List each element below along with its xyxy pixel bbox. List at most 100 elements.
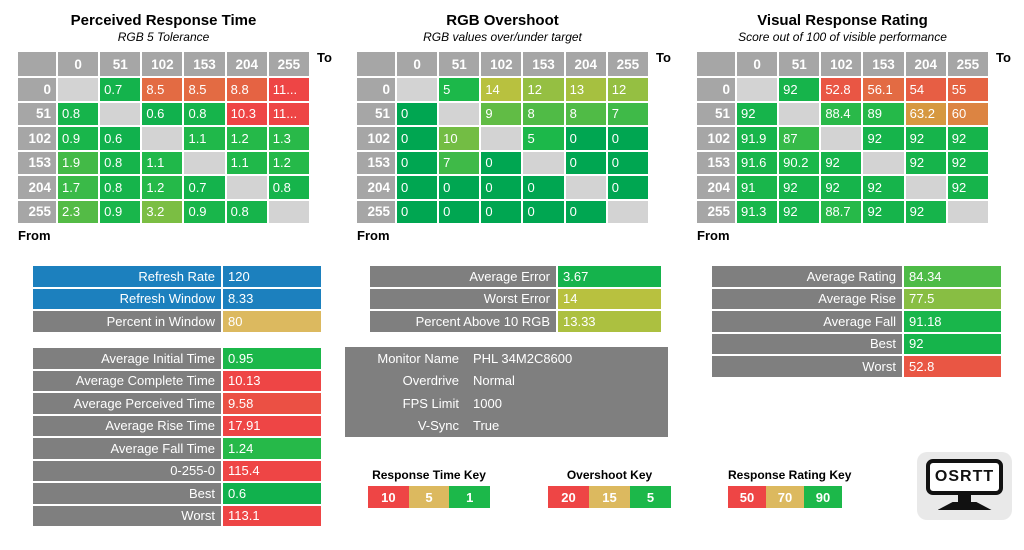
row-header: 204 bbox=[357, 176, 395, 199]
stat-row: Percent in Window 80 bbox=[33, 311, 321, 332]
heatmap-row: 51 0 9 8 8 7 bbox=[357, 102, 648, 125]
stat-row: Worst 52.8 bbox=[712, 356, 1001, 377]
monitor-info-panel: Monitor Name PHL 34M2C8600 Overdrive Normal… bbox=[345, 347, 668, 437]
key-swatch: 1 bbox=[449, 486, 491, 508]
stat-value: 92 bbox=[904, 333, 1001, 354]
stat-row: Average Rise 77.5 bbox=[712, 288, 1001, 309]
col-header: 153 bbox=[184, 52, 225, 76]
row-header: 153 bbox=[697, 151, 735, 174]
heatmap-cell: 92 bbox=[821, 151, 862, 174]
stat-label: Worst bbox=[33, 505, 221, 526]
overshoot-key: Overshoot Key 20 15 5 bbox=[548, 468, 671, 508]
heatmap-cell: 0.8 bbox=[268, 176, 309, 199]
stat-label: Best bbox=[33, 483, 221, 504]
heatmap-cell: 0.7 bbox=[184, 176, 225, 199]
stat-value: Normal bbox=[465, 369, 668, 392]
stat-row: V-Sync True bbox=[345, 414, 668, 437]
heatmap-cell: 60 bbox=[947, 102, 988, 125]
col-header: 51 bbox=[100, 52, 141, 76]
heatmap-cell: 92 bbox=[905, 127, 946, 150]
heatmap-cell: 0 bbox=[607, 127, 648, 150]
stat-label: Best bbox=[712, 333, 902, 354]
heatmap-cell: 8.5 bbox=[142, 78, 183, 101]
heatmap-cell: 7 bbox=[607, 102, 648, 125]
osrtt-logo-text: OSRTT bbox=[926, 459, 1003, 495]
heatmap-cell: 89 bbox=[863, 102, 904, 125]
heatmap-visual-response-rating: Visual Response Rating Score out of 100 … bbox=[695, 12, 1024, 243]
stat-label: V-Sync bbox=[345, 414, 465, 437]
heatmap-cell: 0 bbox=[565, 127, 606, 150]
heatmap-cell: 0 bbox=[565, 151, 606, 174]
heatmap-cell: 1.3 bbox=[268, 127, 309, 150]
heatmap-table-wrap: 0 51 102 153 204 255 0 92 52.8 56.1 54 55 51 92 88.4 89… bbox=[695, 50, 1024, 225]
from-axis-label: From bbox=[697, 228, 730, 243]
heatmap-table: 0 51 102 153 204 255 0 5 14 12 13 12 51 0 9 8 8 7 102 0 10 5 0… bbox=[355, 50, 650, 225]
heatmap-cell: 5 bbox=[439, 78, 480, 101]
stat-value: 13.33 bbox=[558, 311, 661, 332]
stat-row: Monitor Name PHL 34M2C8600 bbox=[345, 347, 668, 370]
row-header: 204 bbox=[697, 176, 735, 199]
heatmap-subtitle: Score out of 100 of visible performance bbox=[738, 30, 947, 44]
heatmap-cell: 0 bbox=[439, 176, 480, 199]
col-header: 0 bbox=[737, 52, 778, 76]
row-header: 204 bbox=[18, 176, 56, 199]
stat-label: Overdrive bbox=[345, 369, 465, 392]
heatmap-cell: 92 bbox=[947, 151, 988, 174]
heatmap-cell: 0 bbox=[523, 200, 564, 223]
key-title: Response Time Key bbox=[372, 468, 486, 482]
heatmap-cell: 0.8 bbox=[226, 200, 267, 223]
stat-value: 52.8 bbox=[904, 356, 1001, 377]
stat-row: Average Perceived Time 9.58 bbox=[33, 393, 321, 414]
heatmap-cell: 8 bbox=[565, 102, 606, 125]
stat-label: Average Rise Time bbox=[33, 415, 221, 436]
response-time-stats-panel: Average Initial Time 0.95 Average Complete… bbox=[31, 346, 323, 528]
stat-value: 1.24 bbox=[223, 438, 321, 459]
heatmap-cell: 63.2 bbox=[905, 102, 946, 125]
stat-label: Refresh Window bbox=[33, 288, 221, 309]
row-header: 255 bbox=[18, 200, 56, 223]
heatmap-cell: 0.7 bbox=[100, 78, 141, 101]
diagonal-cell bbox=[863, 151, 904, 174]
stat-value: PHL 34M2C8600 bbox=[465, 347, 668, 370]
col-header: 0 bbox=[397, 52, 438, 76]
stat-row: 0-255-0 115.4 bbox=[33, 460, 321, 481]
heatmap-row: 153 91.6 90.2 92 92 92 bbox=[697, 151, 988, 174]
heatmap-row: 0 92 52.8 56.1 54 55 bbox=[697, 78, 988, 101]
heatmap-cell: 0.6 bbox=[100, 127, 141, 150]
heatmap-cell: 92 bbox=[779, 176, 820, 199]
stat-value: 77.5 bbox=[904, 288, 1001, 309]
row-header: 255 bbox=[697, 200, 735, 223]
heatmap-row: 51 0.8 0.6 0.8 10.3 11... bbox=[18, 102, 309, 125]
col-header: 255 bbox=[947, 52, 988, 76]
diagonal-cell bbox=[481, 127, 522, 150]
corner-cell bbox=[357, 52, 395, 76]
key-swatches: 20 15 5 bbox=[548, 486, 671, 508]
heatmap-subtitle: RGB values over/under target bbox=[423, 30, 582, 44]
corner-cell bbox=[18, 52, 56, 76]
stat-value: 3.67 bbox=[558, 266, 661, 287]
heatmap-cell: 1.2 bbox=[268, 151, 309, 174]
stat-row: Average Initial Time 0.95 bbox=[33, 348, 321, 369]
stat-label: Worst Error bbox=[370, 288, 556, 309]
col-header: 204 bbox=[226, 52, 267, 76]
from-axis-label: From bbox=[18, 228, 51, 243]
heatmap-cell: 0.9 bbox=[100, 200, 141, 223]
heatmap-cell: 56.1 bbox=[863, 78, 904, 101]
heatmap-cell: 0 bbox=[607, 151, 648, 174]
heatmap-cell: 3.2 bbox=[142, 200, 183, 223]
heatmap-title: Visual Response Rating bbox=[757, 12, 928, 29]
heatmap-row: 255 2.3 0.9 3.2 0.9 0.8 bbox=[18, 200, 309, 223]
heatmap-row: 51 92 88.4 89 63.2 60 bbox=[697, 102, 988, 125]
heatmap-cell: 91 bbox=[737, 176, 778, 199]
stat-value: 80 bbox=[223, 311, 321, 332]
heatmap-cell: 13 bbox=[565, 78, 606, 101]
heatmap-table: 0 51 102 153 204 255 0 0.7 8.5 8.5 8.8 11... 51 0.8 0.… bbox=[16, 50, 311, 225]
key-swatch: 10 bbox=[368, 486, 409, 508]
rating-stats-panel: Average Rating 84.34 Average Rise 77.5 Avera… bbox=[710, 264, 1003, 379]
diagonal-cell bbox=[779, 102, 820, 125]
heatmap-cell: 0.8 bbox=[58, 102, 99, 125]
heatmap-cell: 0.8 bbox=[100, 176, 141, 199]
stat-value: 14 bbox=[558, 288, 661, 309]
heatmap-table: 0 51 102 153 204 255 0 92 52.8 56.1 54 55 51 92 88.4 89… bbox=[695, 50, 990, 225]
